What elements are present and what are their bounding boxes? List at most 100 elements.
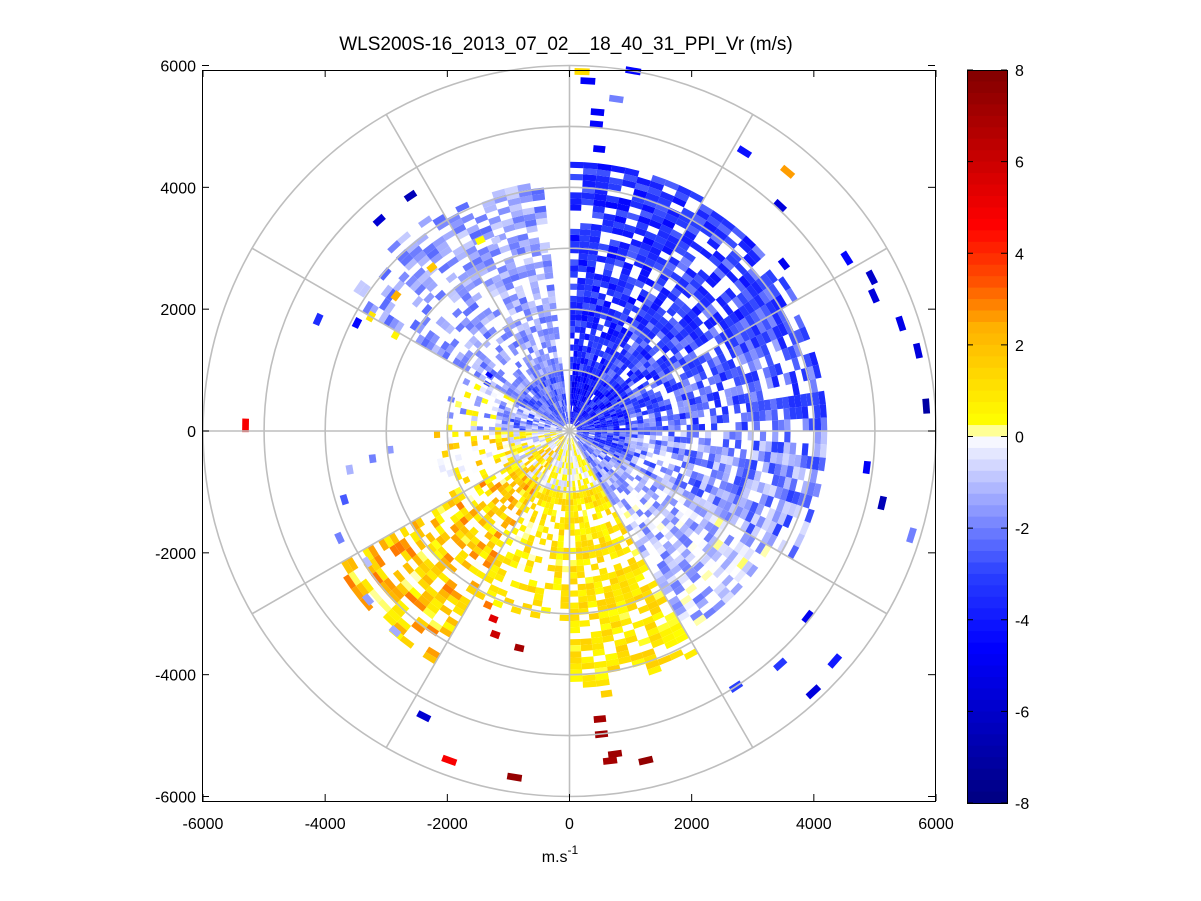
gate-sector-2 [694, 396, 703, 405]
gate-isolated [513, 643, 525, 653]
gate-sector-10 [534, 393, 541, 400]
gate-sector-8 [495, 431, 502, 435]
gate-sector-3 [659, 450, 667, 457]
gate-sector-6 [565, 438, 568, 444]
gate-sector-1 [654, 321, 665, 331]
gate-sector-4 [721, 591, 735, 604]
gate-sector-5 [623, 629, 636, 639]
gate-sector-0 [574, 338, 580, 345]
gate-sector-11 [507, 307, 517, 316]
gate-sector-0 [639, 209, 654, 220]
gate-sector-7 [439, 556, 451, 568]
gate-sector-0 [582, 302, 590, 310]
gate-sector-2 [751, 401, 759, 412]
gate-sector-1 [627, 362, 636, 370]
gate-sector-11 [537, 329, 544, 338]
gate-sector-3 [761, 518, 772, 532]
gate-sector-7 [560, 436, 565, 442]
colorbar-band [967, 138, 1007, 151]
colorbar-band [967, 791, 1007, 804]
gate-sector-6 [474, 590, 486, 601]
gate-sector-9 [503, 393, 511, 400]
gate-sector-4 [661, 508, 671, 518]
gate-sector-3 [593, 438, 600, 443]
gate-sector-5 [610, 620, 622, 629]
gate-sector-0 [589, 235, 601, 244]
gate-sector-7 [432, 550, 444, 562]
gate-sector-9 [551, 422, 558, 426]
gate-sector-5 [637, 604, 650, 615]
gate-sector-7 [437, 572, 450, 584]
gate-sector-5 [573, 511, 579, 518]
gate-sector-4 [584, 443, 590, 449]
gate-sector-5 [579, 522, 585, 530]
colorbar-band [967, 333, 1007, 346]
gate-sector-2 [806, 366, 816, 381]
gate-sector-2 [607, 426, 614, 429]
gate-sector-3 [781, 501, 792, 515]
gate-sector-4 [606, 486, 614, 494]
gate-sector-11 [520, 302, 530, 311]
gate-sector-4 [708, 524, 720, 536]
gate-sector-1 [725, 253, 739, 267]
gate-sector-10 [552, 411, 558, 417]
gate-sector-1 [661, 344, 671, 354]
gate-sector-0 [573, 412, 577, 419]
colorbar-band [967, 654, 1007, 667]
gate-sector-11 [547, 346, 553, 354]
gate-sector-10 [518, 382, 526, 390]
gate-sector-0 [591, 285, 601, 293]
gate-sector-4 [574, 435, 580, 441]
gate-sector-2 [772, 325, 783, 339]
gate-sector-11 [544, 386, 550, 393]
gate-sector-2 [735, 422, 742, 431]
gate-sector-10 [353, 279, 366, 295]
gate-sector-11 [543, 334, 551, 342]
gate-sector-2 [726, 396, 734, 406]
gate-sector-7 [518, 472, 526, 480]
gate-sector-10 [548, 406, 554, 412]
gate-sector-7 [356, 582, 370, 597]
gate-sector-7 [486, 481, 495, 489]
gate-sector-6 [564, 468, 568, 475]
gate-sector-8 [532, 439, 540, 443]
gate-sector-1 [656, 330, 666, 340]
gate-sector-0 [570, 417, 573, 424]
gate-sector-2 [738, 394, 746, 405]
gate-sector-2 [726, 358, 736, 370]
gate-sector-8 [482, 435, 490, 440]
gate-sector-0 [598, 243, 610, 252]
gate-sector-2 [644, 400, 652, 407]
gate-sector-1 [587, 408, 594, 414]
gate-sector-5 [585, 582, 595, 590]
gate-sector-4 [574, 436, 579, 441]
gate-sector-5 [615, 568, 625, 577]
gate-sector-2 [749, 391, 758, 403]
gate-sector-10 [465, 266, 478, 277]
gate-sector-1 [656, 292, 668, 302]
gate-sector-5 [585, 477, 590, 485]
gate-sector-7 [478, 500, 487, 510]
gate-sector-0 [676, 185, 693, 197]
gate-sector-5 [578, 601, 589, 609]
gate-sector-7 [532, 460, 539, 467]
gate-sector-9 [465, 409, 473, 416]
gate-sector-0 [576, 394, 580, 401]
gate-sector-6 [527, 553, 536, 562]
gate-sector-1 [743, 301, 755, 315]
gate-sector-10 [417, 254, 431, 268]
gate-sector-0 [577, 265, 587, 273]
gate-sector-1 [686, 224, 700, 236]
gate-sector-7 [430, 565, 442, 577]
gate-sector-4 [652, 500, 661, 510]
gate-sector-6 [562, 468, 566, 475]
gate-sector-4 [635, 508, 644, 518]
gate-sector-6 [566, 450, 569, 457]
gate-sector-8 [495, 434, 502, 439]
gate-sector-7 [442, 621, 456, 633]
gate-sector-2 [730, 367, 740, 378]
gate-sector-8 [498, 452, 506, 458]
gate-sector-10 [483, 356, 492, 366]
gate-sector-1 [682, 313, 693, 325]
gate-sector-9 [543, 428, 551, 430]
